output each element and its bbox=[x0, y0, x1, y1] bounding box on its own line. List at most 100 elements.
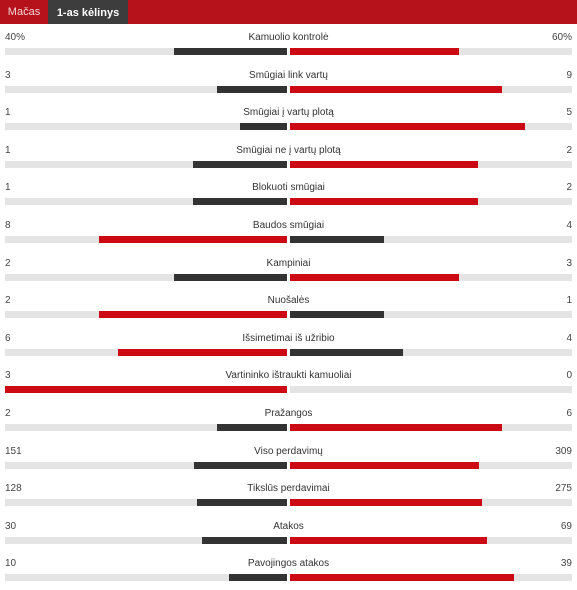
home-bar-track bbox=[5, 160, 287, 168]
stat-row: 8 Baudos smūgiai 4 bbox=[0, 214, 577, 252]
stat-label: Viso perdavimų bbox=[254, 445, 323, 457]
stat-home-value: 2 bbox=[5, 408, 11, 419]
away-bar bbox=[290, 160, 478, 168]
stat-away-value: 2 bbox=[566, 144, 572, 156]
home-bar bbox=[174, 48, 287, 55]
home-bar bbox=[201, 536, 287, 544]
home-bar bbox=[240, 123, 287, 131]
stat-home-value: 2 bbox=[5, 295, 11, 307]
home-bar-track bbox=[5, 461, 287, 469]
stat-away-value: 0 bbox=[566, 370, 572, 382]
home-bar-track bbox=[5, 536, 287, 544]
stat-away-value: 4 bbox=[566, 332, 572, 344]
home-bar bbox=[99, 236, 287, 243]
home-bar-track bbox=[5, 348, 287, 356]
home-bar-track bbox=[5, 311, 287, 319]
home-bar bbox=[193, 160, 287, 168]
stat-home-value: 1 bbox=[5, 107, 11, 119]
home-bar bbox=[216, 85, 287, 93]
stat-label: Atakos bbox=[273, 520, 304, 532]
away-bar bbox=[290, 424, 502, 431]
away-bar-track bbox=[290, 85, 572, 93]
home-bar bbox=[193, 198, 287, 206]
away-bar-track bbox=[290, 48, 572, 55]
home-bar-track bbox=[5, 48, 287, 55]
stat-away-value: 2 bbox=[566, 182, 572, 194]
stat-row: 40% Kamuolio kontrolė 60% bbox=[0, 26, 577, 64]
stat-row: 10 Pavojingos atakos 39 bbox=[0, 552, 577, 590]
stat-row: 30 Atakos 69 bbox=[0, 515, 577, 553]
stat-away-value: 69 bbox=[560, 520, 572, 532]
home-bar bbox=[229, 574, 287, 582]
stat-home-value: 3 bbox=[5, 370, 11, 382]
stat-label: Tikslūs perdavimai bbox=[247, 483, 330, 495]
away-bar bbox=[290, 236, 384, 243]
stat-home-value: 3 bbox=[5, 69, 11, 81]
stat-label: Nuošalės bbox=[267, 295, 310, 307]
away-bar bbox=[290, 574, 515, 582]
away-bar bbox=[290, 273, 460, 281]
stat-label: Smūgiai link vartų bbox=[249, 69, 328, 81]
away-bar-track bbox=[290, 198, 572, 206]
home-bar bbox=[5, 386, 287, 394]
stat-home-value: 1 bbox=[5, 182, 11, 194]
away-bar-track bbox=[290, 499, 572, 507]
stat-home-value: 40% bbox=[5, 32, 26, 43]
away-bar-track bbox=[290, 574, 572, 582]
home-bar-track bbox=[5, 123, 287, 131]
stat-home-value: 30 bbox=[5, 520, 17, 532]
stat-row: 6 Išsimetimai iš užribio 4 bbox=[0, 327, 577, 365]
away-bar-track bbox=[290, 461, 572, 469]
away-bar bbox=[290, 348, 403, 356]
away-bar-track bbox=[290, 386, 572, 394]
stat-label: Kamuolio kontrolė bbox=[248, 32, 329, 43]
away-bar-track bbox=[290, 536, 572, 544]
home-bar bbox=[197, 499, 287, 507]
stat-home-value: 128 bbox=[5, 483, 22, 495]
away-bar bbox=[290, 461, 480, 469]
stat-away-value: 60% bbox=[551, 32, 572, 43]
stat-row: 151 Viso perdavimų 309 bbox=[0, 440, 577, 478]
stat-row: 128 Tikslūs perdavimai 275 bbox=[0, 477, 577, 515]
home-bar-track bbox=[5, 574, 287, 582]
stat-home-value: 10 bbox=[5, 558, 17, 570]
home-bar-track bbox=[5, 499, 287, 507]
tab-match[interactable]: Mačas bbox=[7, 6, 41, 18]
away-bar-track bbox=[290, 424, 572, 431]
stat-away-value: 6 bbox=[566, 408, 572, 419]
stat-row: 2 Kampiniai 3 bbox=[0, 252, 577, 290]
home-bar bbox=[216, 424, 287, 431]
away-bar bbox=[290, 123, 525, 131]
home-bar bbox=[117, 348, 287, 356]
stat-label: Pavojingos atakos bbox=[247, 558, 330, 570]
away-bar bbox=[290, 311, 384, 319]
stat-row: 1 Blokuoti smūgiai 2 bbox=[0, 176, 577, 214]
stat-label: Kampiniai bbox=[266, 257, 311, 269]
stat-away-value: 309 bbox=[555, 445, 572, 457]
stat-label: Išsimetimai iš užribio bbox=[242, 332, 335, 344]
stat-home-value: 1 bbox=[5, 144, 11, 156]
away-bar bbox=[290, 536, 487, 544]
stat-label: Smūgiai ne į vartų plotą bbox=[236, 144, 341, 156]
away-bar-track bbox=[290, 123, 572, 131]
stat-away-value: 4 bbox=[566, 220, 572, 231]
away-bar-track bbox=[290, 160, 572, 168]
stat-row: 3 Smūgiai link vartų 9 bbox=[0, 64, 577, 102]
home-bar-track bbox=[5, 386, 287, 394]
stat-away-value: 3 bbox=[566, 257, 572, 269]
away-bar-track bbox=[290, 311, 572, 319]
stat-row: 2 Pražangos 6 bbox=[0, 402, 577, 440]
away-bar bbox=[290, 85, 502, 93]
home-bar-track bbox=[5, 424, 287, 431]
stat-row: 2 Nuošalės 1 bbox=[0, 289, 577, 327]
stat-home-value: 6 bbox=[5, 332, 11, 344]
stat-label: Smūgiai į vartų plotą bbox=[243, 107, 334, 119]
stat-away-value: 1 bbox=[566, 295, 572, 307]
home-bar bbox=[174, 273, 287, 281]
tab-first-half[interactable]: 1-as kėlinys bbox=[48, 0, 128, 24]
stat-row: 1 Smūgiai ne į vartų plotą 2 bbox=[0, 139, 577, 177]
stat-away-value: 39 bbox=[560, 558, 572, 570]
stat-row: 1 Smūgiai į vartų plotą 5 bbox=[0, 101, 577, 139]
away-bar-track bbox=[290, 236, 572, 243]
home-bar-track bbox=[5, 273, 287, 281]
